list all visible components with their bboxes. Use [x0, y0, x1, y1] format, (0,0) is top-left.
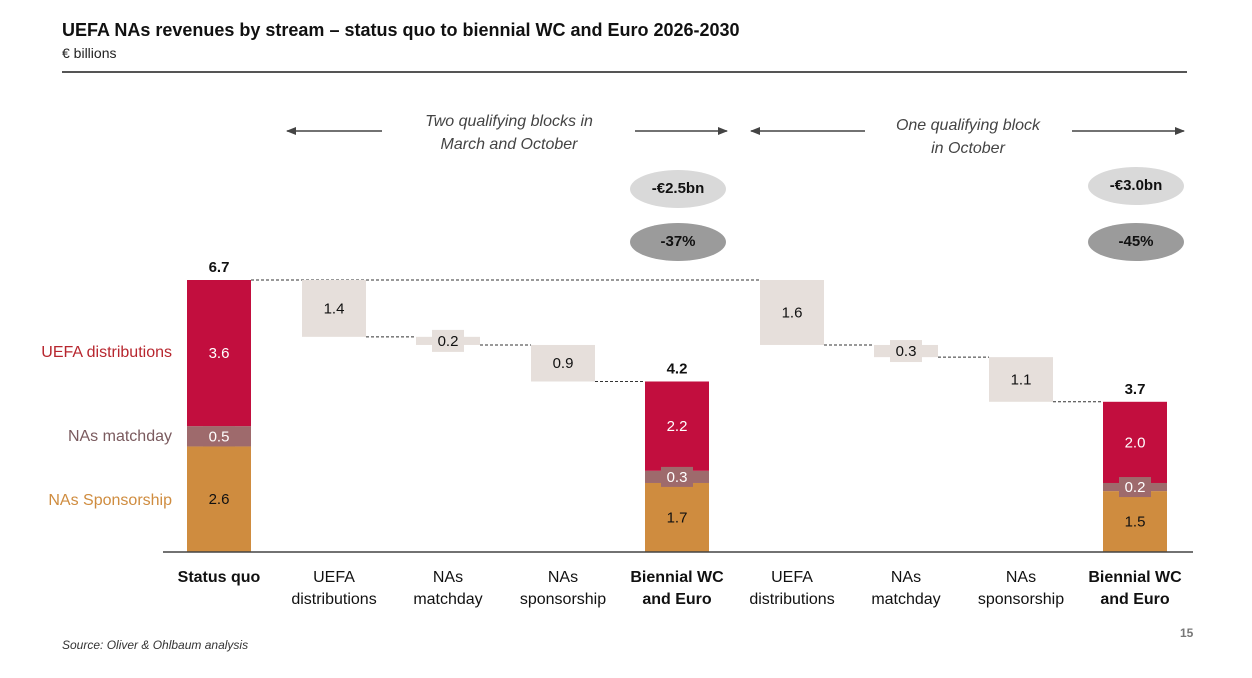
x-axis-category-label: NAs matchday	[388, 567, 508, 611]
annotation-line: March and October	[440, 136, 578, 153]
x-axis-category-label: NAs sponsorship	[503, 567, 623, 611]
annotation-line: One qualifying block	[895, 117, 1041, 134]
category-line: and Euro	[1100, 591, 1170, 608]
segment-value-label: 1.5	[1125, 514, 1146, 531]
bar-segment-uefa-distributions	[187, 280, 251, 427]
x-axis-category-label: Biennial WC and Euro	[617, 567, 737, 611]
category-line: distributions	[291, 591, 377, 608]
decrease-value-label: 0.9	[553, 355, 574, 372]
decrease-value-label: 1.4	[324, 300, 345, 317]
change-pct-badge: -37%	[630, 223, 726, 261]
segment-label-bg	[890, 340, 922, 363]
category-line: NAs	[432, 569, 464, 586]
annotation-line: Two qualifying blocks in	[425, 113, 593, 130]
change-pct-badge: -45%	[1088, 223, 1184, 261]
bar-decrease	[302, 280, 366, 337]
segment-label-bg	[203, 426, 235, 447]
segment-value-label: 0.5	[209, 428, 230, 445]
page-title: UEFA NAs revenues by stream – status quo…	[62, 20, 740, 40]
x-axis-category-label: Status quo	[159, 567, 279, 589]
page-subtitle: € billions	[62, 45, 117, 61]
category-line: Status quo	[177, 569, 261, 586]
decrease-value-label: 1.6	[782, 304, 803, 321]
total-value-label: 4.2	[667, 360, 688, 377]
category-line: sponsorship	[977, 591, 1065, 608]
category-line: matchday	[413, 591, 483, 608]
category-line: UEFA	[771, 569, 813, 586]
category-line: and Euro	[642, 591, 712, 608]
segment-value-label: 2.6	[209, 491, 230, 508]
change-abs-badge: -€2.5bn	[630, 170, 726, 208]
bar-segment-nas-sponsorship	[645, 482, 709, 552]
annotation-two-blocks: Two qualifying blocks in March and Octob…	[389, 110, 629, 156]
category-line: NAs	[890, 569, 922, 586]
legend-nas-sponsorship: NAs Sponsorship	[48, 492, 172, 509]
segment-label-bg	[432, 329, 464, 352]
segment-label-bg	[1119, 477, 1151, 498]
bar-segment-nas-sponsorship	[187, 446, 251, 552]
category-line: NAs	[547, 569, 579, 586]
annotation-line: in October	[931, 140, 1005, 157]
category-line: UEFA	[313, 569, 355, 586]
source-note: Source: Oliver & Ohlbaum analysis	[62, 638, 249, 652]
segment-label-bg	[661, 466, 693, 487]
category-line: Biennial WC	[1088, 569, 1182, 586]
segment-value-label: 0.2	[1125, 479, 1146, 496]
annotation-one-block: One qualifying block in October	[848, 114, 1088, 160]
total-value-label: 6.7	[209, 259, 230, 276]
title-divider	[62, 71, 1187, 73]
decrease-value-label: 1.1	[1011, 371, 1032, 388]
x-axis-category-label: NAs sponsorship	[961, 567, 1081, 611]
bar-segment-uefa-distributions	[1103, 401, 1167, 483]
legend-nas-matchday: NAs matchday	[67, 428, 172, 445]
segment-value-label: 2.2	[667, 418, 688, 435]
category-line: sponsorship	[519, 591, 607, 608]
category-line: matchday	[871, 591, 941, 608]
decrease-value-label: 0.3	[896, 343, 917, 360]
page-number: 15	[1180, 626, 1194, 640]
bar-decrease	[989, 357, 1053, 402]
bar-decrease	[760, 280, 824, 345]
x-axis-category-label: UEFA distributions	[732, 567, 852, 611]
segment-value-label: 0.3	[667, 469, 688, 486]
x-axis-category-label: Biennial WC and Euro	[1075, 567, 1195, 611]
segment-value-label: 1.7	[667, 509, 688, 526]
bar-segment-nas-sponsorship	[1103, 491, 1167, 552]
category-line: Biennial WC	[630, 569, 724, 586]
change-abs-badge: -€3.0bn	[1088, 167, 1184, 205]
segment-value-label: 3.6	[209, 345, 230, 362]
segment-value-label: 2.0	[1125, 434, 1146, 451]
total-value-label: 3.7	[1125, 381, 1146, 398]
category-line: NAs	[1005, 569, 1037, 586]
bar-decrease	[531, 344, 595, 382]
legend-uefa-distributions: UEFA distributions	[41, 344, 172, 361]
x-axis-category-label: UEFA distributions	[274, 567, 394, 611]
x-axis-category-label: NAs matchday	[846, 567, 966, 611]
bar-segment-uefa-distributions	[645, 381, 709, 471]
decrease-value-label: 0.2	[438, 333, 459, 350]
category-line: distributions	[749, 591, 835, 608]
